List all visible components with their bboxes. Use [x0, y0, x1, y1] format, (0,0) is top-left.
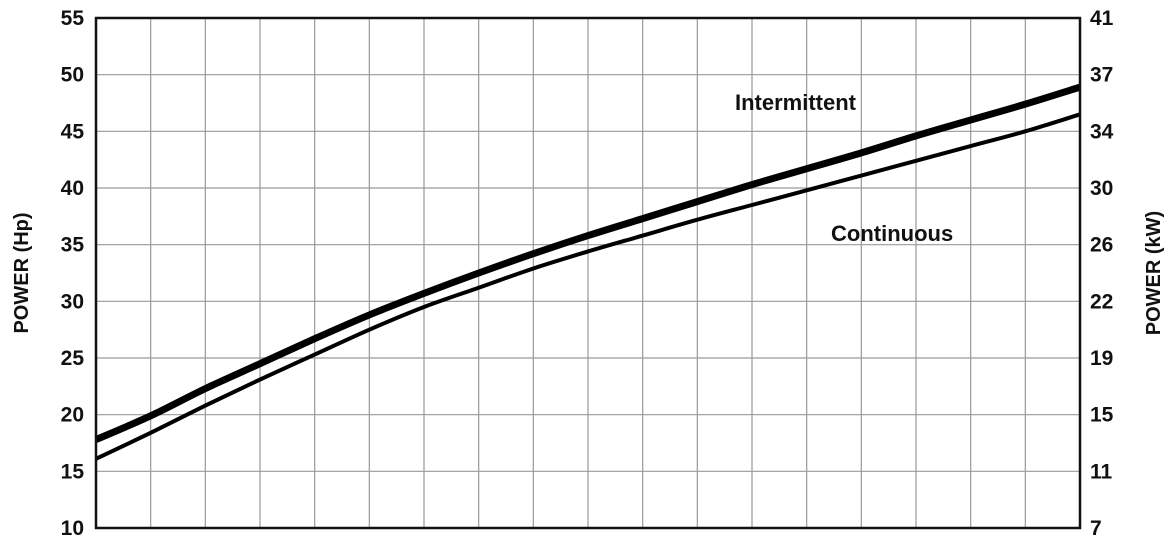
- right-tick-label: 34: [1090, 120, 1114, 143]
- left-tick-label: 50: [61, 64, 84, 87]
- right-tick-label: 41: [1090, 7, 1114, 30]
- right-tick-label: 30: [1090, 177, 1113, 200]
- left-tick-label: 25: [61, 347, 85, 370]
- series-lines: [94, 83, 1082, 461]
- left-tick-label: 10: [61, 517, 84, 540]
- plot-frame: [94, 16, 1082, 530]
- right-tick-label: 15: [1090, 404, 1114, 427]
- series-line-intermittent: [94, 83, 1082, 443]
- right-tick-label: 26: [1090, 234, 1113, 257]
- left-tick-label: 15: [61, 460, 85, 483]
- left-tick-label: 20: [61, 404, 84, 427]
- series-line-continuous: [95, 112, 1081, 461]
- left-tick-label: 40: [61, 177, 84, 200]
- grid: [96, 18, 1080, 528]
- right-tick-label: 19: [1090, 347, 1113, 370]
- left-tick-label: 35: [61, 234, 85, 257]
- series-label-continuous: Continuous: [831, 221, 953, 246]
- right-tick-label: 11: [1090, 460, 1113, 483]
- series-label-intermittent: Intermittent: [735, 90, 857, 115]
- right-axis-ticks: 7 11 15 19 22 26 30 34 37 41: [1090, 7, 1114, 540]
- right-tick-label: 37: [1090, 64, 1113, 87]
- left-tick-label: 55: [61, 7, 85, 30]
- right-tick-label: 22: [1090, 290, 1113, 313]
- right-tick-label: 7: [1090, 517, 1102, 540]
- left-axis-label: POWER (Hp): [11, 212, 33, 333]
- left-axis-ticks: 10 15 20 25 30 35 40 45 50 55: [61, 7, 85, 540]
- left-tick-label: 30: [61, 290, 84, 313]
- right-axis-label: POWER (kW): [1143, 211, 1165, 335]
- left-tick-label: 45: [61, 120, 85, 143]
